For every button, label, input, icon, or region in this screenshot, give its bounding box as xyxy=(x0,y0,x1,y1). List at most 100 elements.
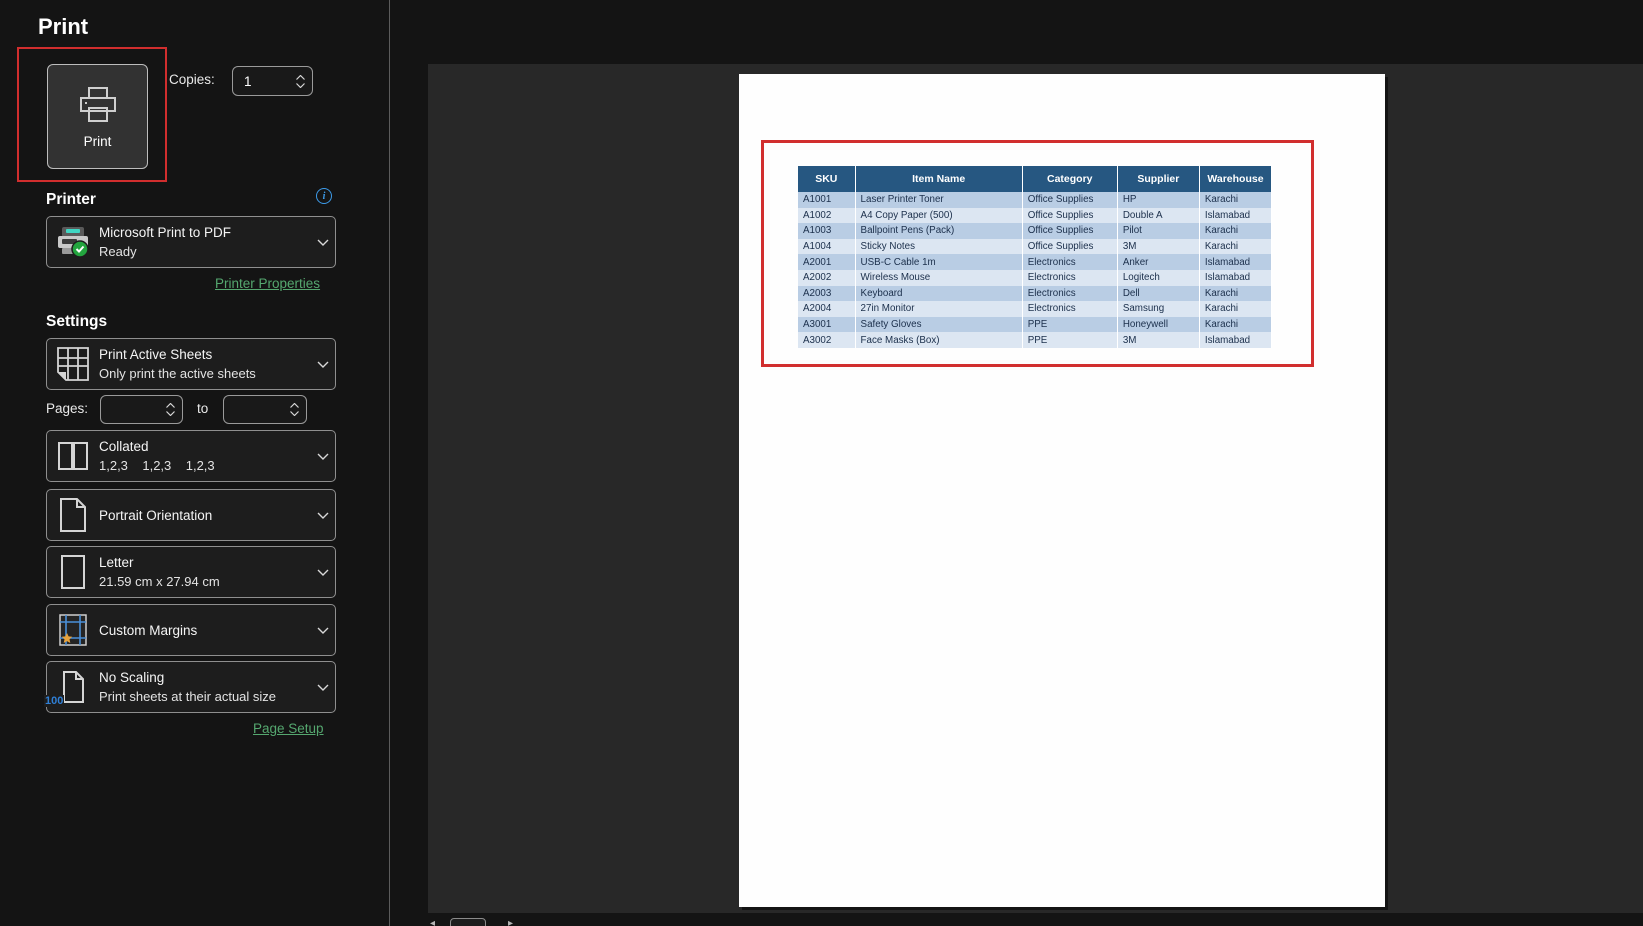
table-row: A1004 Sticky Notes Office Supplies 3M Karach… xyxy=(798,238,1273,255)
table-cell: A2001 xyxy=(798,254,856,270)
table-cell: Samsung xyxy=(1117,301,1200,317)
table-cell: Office Supplies xyxy=(1022,238,1118,255)
pages-from-spinner-arrows[interactable] xyxy=(166,403,175,416)
scaling-subtitle: Print sheets at their actual size xyxy=(99,689,277,704)
table-cell: PPE xyxy=(1022,316,1118,333)
table-cell: A2004 xyxy=(798,301,856,317)
orientation-title: Portrait Orientation xyxy=(99,507,213,523)
scaling-dropdown[interactable]: 100 No Scaling Print sheets at their act… xyxy=(44,661,336,713)
letter-page-icon xyxy=(47,554,99,590)
preview-pager-bar: ◂ ▸ xyxy=(390,913,1643,926)
table-cell: Face Masks (Box) xyxy=(855,332,1023,348)
table-cell: Islamabad xyxy=(1199,332,1273,348)
table-cell: A2002 xyxy=(798,269,856,286)
next-page-arrow-icon[interactable]: ▸ xyxy=(508,918,514,926)
paper-size-title: Letter xyxy=(99,555,134,570)
table-row: A3002 Face Masks (Box) PPE 3M Islamabad xyxy=(798,332,1273,348)
scaling-100-label: 100 xyxy=(44,695,65,707)
table-cell: Ballpoint Pens (Pack) xyxy=(855,223,1023,239)
table-cell: A1003 xyxy=(798,223,856,239)
printer-select-dropdown[interactable]: Microsoft Print to PDF Ready xyxy=(46,216,336,268)
printer-icon xyxy=(75,85,121,125)
print-area-dropdown[interactable]: Print Active Sheets Only print the activ… xyxy=(46,338,336,390)
table-cell: Electronics xyxy=(1022,254,1118,270)
table-cell: Wireless Mouse xyxy=(855,269,1023,286)
collation-title: Collated xyxy=(99,439,149,454)
copies-value: 1 xyxy=(244,73,252,89)
collation-dropdown[interactable]: Collated 1,2,3 1,2,3 1,2,3 xyxy=(46,430,336,482)
table-cell: Karachi xyxy=(1199,301,1273,317)
table-row: A2002 Wireless Mouse Electronics Logitech Is… xyxy=(798,269,1273,286)
chevron-down-icon xyxy=(311,684,335,691)
pages-to-spinner-arrows[interactable] xyxy=(290,403,299,416)
chevron-down-icon xyxy=(311,569,335,576)
settings-section-heading: Settings xyxy=(46,313,108,330)
table-header-cell: SKU xyxy=(798,166,856,192)
table-cell: Karachi xyxy=(1199,238,1273,255)
table-cell: Anker xyxy=(1117,254,1200,270)
table-cell: 27in Monitor xyxy=(855,301,1023,317)
table-cell: PPE xyxy=(1022,332,1118,348)
table-row: A3001 Safety Gloves PPE Honeywell Karachi xyxy=(798,316,1273,333)
printer-status: Ready xyxy=(99,244,137,259)
info-icon[interactable]: i xyxy=(316,188,332,204)
chevron-down-icon xyxy=(311,239,335,246)
pages-label: Pages: xyxy=(46,401,89,416)
chevron-down-icon xyxy=(311,453,335,460)
chevron-down-icon xyxy=(311,361,335,368)
table-header-cell: Category xyxy=(1022,166,1118,192)
custom-margins-icon xyxy=(47,612,99,648)
copies-label: Copies: xyxy=(169,72,215,87)
table-cell: Electronics xyxy=(1022,269,1118,286)
table-header-cell: Item Name xyxy=(855,166,1023,192)
table-cell: Karachi xyxy=(1199,192,1273,208)
table-header-row: SKU Item Name Category Supplier Warehouse xyxy=(798,166,1273,192)
chevron-down-icon xyxy=(311,627,335,634)
table-cell: Islamabad xyxy=(1199,254,1273,270)
table-cell: Pilot xyxy=(1117,223,1200,239)
print-button-label: Print xyxy=(83,133,112,149)
previous-page-arrow-icon[interactable]: ◂ xyxy=(430,918,436,926)
margins-dropdown[interactable]: Custom Margins xyxy=(46,604,336,656)
page-setup-link[interactable]: Page Setup xyxy=(253,721,324,736)
table-cell: Islamabad xyxy=(1199,207,1273,224)
print-preview-page: SKU Item Name Category Supplier Warehouse A1… xyxy=(739,74,1385,907)
scaling-title: No Scaling xyxy=(99,670,165,685)
table-cell: Dell xyxy=(1117,285,1200,302)
table-row: A1001 Laser Printer Toner Office Supplies H… xyxy=(798,192,1273,208)
paper-size-dropdown[interactable]: Letter 21.59 cm x 27.94 cm xyxy=(46,546,336,598)
printer-name: Microsoft Print to PDF xyxy=(99,225,232,240)
sidebar-divider xyxy=(389,0,390,926)
portrait-page-icon xyxy=(47,497,99,533)
table-cell: Electronics xyxy=(1022,301,1118,317)
table-cell: Office Supplies xyxy=(1022,192,1118,208)
no-scaling-icon: 100 xyxy=(44,670,99,707)
printer-properties-link[interactable]: Printer Properties xyxy=(215,276,321,291)
page-title: Print xyxy=(38,14,89,39)
pages-from-stepper[interactable] xyxy=(100,395,183,424)
table-cell: 3M xyxy=(1117,238,1200,255)
table-cell: A1004 xyxy=(798,238,856,255)
collation-subtitle: 1,2,3 1,2,3 1,2,3 xyxy=(99,458,215,473)
copies-spinner-arrows[interactable] xyxy=(296,74,305,88)
table-header-cell: Warehouse xyxy=(1199,166,1273,192)
table-cell: 3M xyxy=(1117,332,1200,348)
pages-to-stepper[interactable] xyxy=(223,395,307,424)
table-cell: Karachi xyxy=(1199,223,1273,239)
table-cell: Honeywell xyxy=(1117,316,1200,333)
collated-pages-icon xyxy=(47,441,99,471)
page-number-input[interactable] xyxy=(450,918,486,926)
printer-section-heading: Printer xyxy=(46,191,96,208)
table-row: A2004 27in Monitor Electronics Samsung Karac… xyxy=(798,301,1273,317)
table-cell: Keyboard xyxy=(855,285,1023,302)
pdf-printer-icon xyxy=(47,225,99,259)
copies-stepper[interactable]: 1 xyxy=(232,66,313,96)
table-cell: A3002 xyxy=(798,332,856,348)
print-button[interactable]: Print xyxy=(47,64,148,169)
table-row: A2003 Keyboard Electronics Dell Karachi xyxy=(798,285,1273,302)
table-cell: HP xyxy=(1117,192,1200,208)
table-cell: USB-C Cable 1m xyxy=(855,254,1023,270)
orientation-dropdown[interactable]: Portrait Orientation xyxy=(46,489,336,541)
print-preview-panel: SKU Item Name Category Supplier Warehouse A1… xyxy=(428,64,1643,913)
table-row: A1002 A4 Copy Paper (500) Office Supplies D… xyxy=(798,207,1273,224)
